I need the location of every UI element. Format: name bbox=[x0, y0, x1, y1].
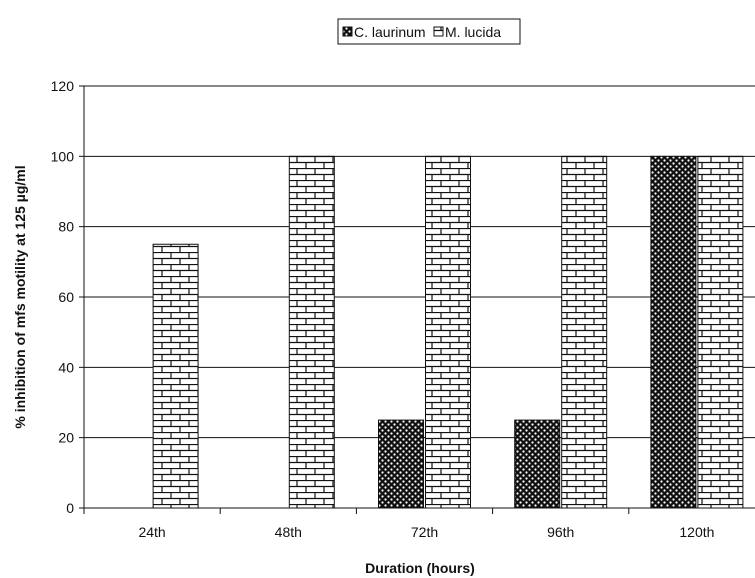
y-tick-label: 100 bbox=[51, 148, 75, 164]
bar-c-laurinum bbox=[650, 155, 697, 509]
legend-swatch-m-lucida bbox=[433, 26, 444, 37]
x-tick-label: 96th bbox=[547, 524, 574, 540]
x-tick-label: 120th bbox=[679, 524, 714, 540]
x-axis-ticks: 24th 48th 72th 96th 120th bbox=[83, 508, 714, 540]
x-tick-label: 24th bbox=[138, 524, 165, 540]
bar-m-lucida bbox=[288, 155, 335, 509]
legend: C. laurinum M. lucida bbox=[337, 18, 521, 45]
bar-m-lucida bbox=[425, 155, 471, 509]
x-tick-label: 72th bbox=[411, 524, 438, 540]
y-tick-label: 60 bbox=[58, 289, 74, 305]
y-tick-label: 120 bbox=[51, 78, 75, 94]
legend-swatch-c-laurinum bbox=[342, 26, 353, 37]
bar-m-lucida bbox=[152, 243, 199, 509]
y-axis-ticks: 0 20 40 60 80 100 120 bbox=[51, 78, 84, 516]
bar-c-laurinum bbox=[378, 419, 424, 509]
y-tick-label: 40 bbox=[58, 359, 74, 375]
legend-label-c-laurinum: C. laurinum bbox=[354, 24, 426, 40]
y-tick-label: 80 bbox=[58, 219, 74, 235]
x-tick-label: 48th bbox=[275, 524, 302, 540]
bars bbox=[152, 155, 744, 509]
legend-box bbox=[337, 18, 521, 45]
bar-m-lucida bbox=[697, 155, 744, 509]
x-axis-title: Duration (hours) bbox=[365, 560, 475, 576]
y-tick-label: 0 bbox=[66, 500, 74, 516]
y-axis-title: % inhibition of mfs motility at 125 µg/m… bbox=[12, 165, 28, 428]
y-tick-label: 20 bbox=[58, 430, 74, 446]
bar-c-laurinum bbox=[514, 419, 561, 509]
bar-m-lucida bbox=[561, 155, 608, 509]
legend-label-m-lucida: M. lucida bbox=[445, 24, 501, 40]
